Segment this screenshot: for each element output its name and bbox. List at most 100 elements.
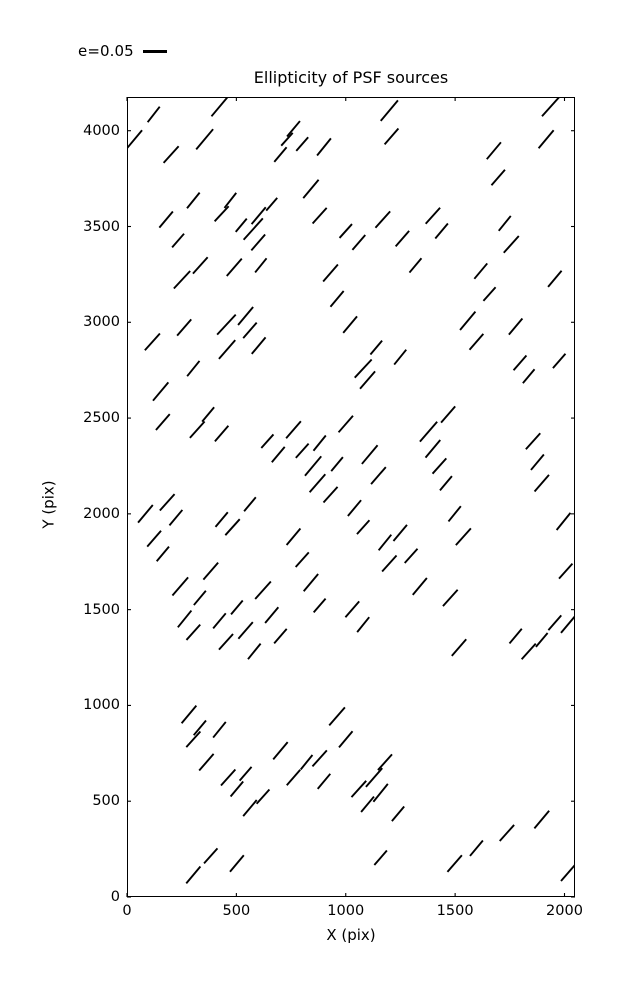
whisker-segment [229,854,245,873]
whisker-segment [530,453,545,471]
whisker-segment [328,706,346,727]
whisker-segment [189,420,206,439]
whisker-segment [186,192,201,209]
whisker-segment [171,576,189,597]
whisker-segment [512,354,528,371]
whisker-segment [392,524,408,542]
whisker-segment [351,234,366,251]
page-title: Ellipticity of PSF sources [253,68,449,87]
whisker-segment [372,783,389,803]
whisker-segment [185,865,202,885]
whisker-segment [312,434,327,452]
whisker-segment [338,730,354,748]
whisker-segment [254,580,272,600]
whisker-segment [356,616,370,633]
whisker-segment [280,132,294,147]
whisker-segment [193,590,207,606]
whisker-segment [216,314,237,336]
whisker-segment [176,318,192,337]
whisker-segment [525,432,541,450]
whisker-segment [354,358,373,379]
whisker-segment [247,642,262,660]
whisker-segment [254,257,268,274]
whisker-segment [347,499,362,517]
whisker-segment [137,504,154,524]
whisker-segment [238,766,253,782]
whisker-segment [316,137,332,157]
x-tick-label: 1500 [436,903,474,919]
whisker-segment [446,854,463,873]
whisker-segment [273,146,288,163]
whisker-segment [159,493,176,512]
whisker-segment [469,839,484,857]
y-tick-label: 2500 [83,409,120,426]
x-tick-label: 2000 [546,903,583,919]
whisker-segment [193,719,207,736]
whisker-segment [286,769,301,786]
whisker-segment [447,505,462,523]
whisker-segment [295,136,309,152]
whisker-segment [360,795,375,813]
whisker-segment [408,257,423,274]
whisker-segment [265,197,278,212]
whisker-segment [473,262,488,280]
y-axis-label: Y (pix) [39,480,58,529]
whisker-segment [468,333,485,351]
whisker-segment [272,741,289,761]
whisker-segment [158,210,174,229]
whisker-segment [359,370,376,390]
whisker-segment [419,421,438,443]
y-tick-label: 0 [110,888,120,905]
whisker-segment [503,235,520,254]
whisker-segment [490,169,506,186]
whisker-segment [537,129,555,149]
whisker-segment [498,215,512,232]
whisker-segment [394,230,410,248]
whisker-segment [171,233,185,249]
whisker-segment [560,615,574,634]
whisker-segment [264,606,280,624]
whisker-segment [312,598,327,614]
whisker-segment [383,127,400,145]
whisker-segment [218,633,234,651]
whisker-segment [374,210,391,229]
legend-scale-key: e=0.05 [78,44,167,59]
y-tick-label: 500 [92,792,120,809]
whisker-segment [152,381,170,402]
whisker-segment [237,621,254,640]
y-tick-label: 1000 [83,697,120,714]
whisker-segment [547,614,562,631]
whisker-segment [304,455,322,477]
whisker-segment [229,780,244,798]
y-tick-label: 3500 [83,218,120,235]
whisker-segment [482,286,497,302]
whisker-segment [329,290,345,308]
horizontal-line-icon [142,50,167,53]
legend-label: e=0.05 [78,42,134,60]
whisker-segment [294,551,310,568]
whisker-segment [218,339,236,360]
whisker-segment [146,106,161,123]
whisker-segment [369,339,383,356]
whisker-segment [237,306,254,326]
whisker-segment [255,788,271,805]
whisker-segment [552,353,567,369]
whisker-segment [547,270,563,288]
whisker-series [128,98,574,885]
whisker-segment [365,767,383,788]
whisker-segment [214,511,229,528]
whisker-segment [155,545,170,562]
whisker-segment [251,336,267,355]
plot-axes-frame [127,97,575,897]
whisker-segment [558,563,574,580]
whisker-segment [224,518,241,536]
whisker-segment [350,780,367,798]
whisker-segment [533,810,550,829]
whisker-segment [180,705,198,724]
whisker-segment [459,311,477,331]
whisker-segment [260,433,275,449]
y-tick-label: 1500 [83,601,120,618]
whisker-segment [128,129,143,149]
whisker-segment [377,753,393,771]
whisker-segment [455,527,472,546]
